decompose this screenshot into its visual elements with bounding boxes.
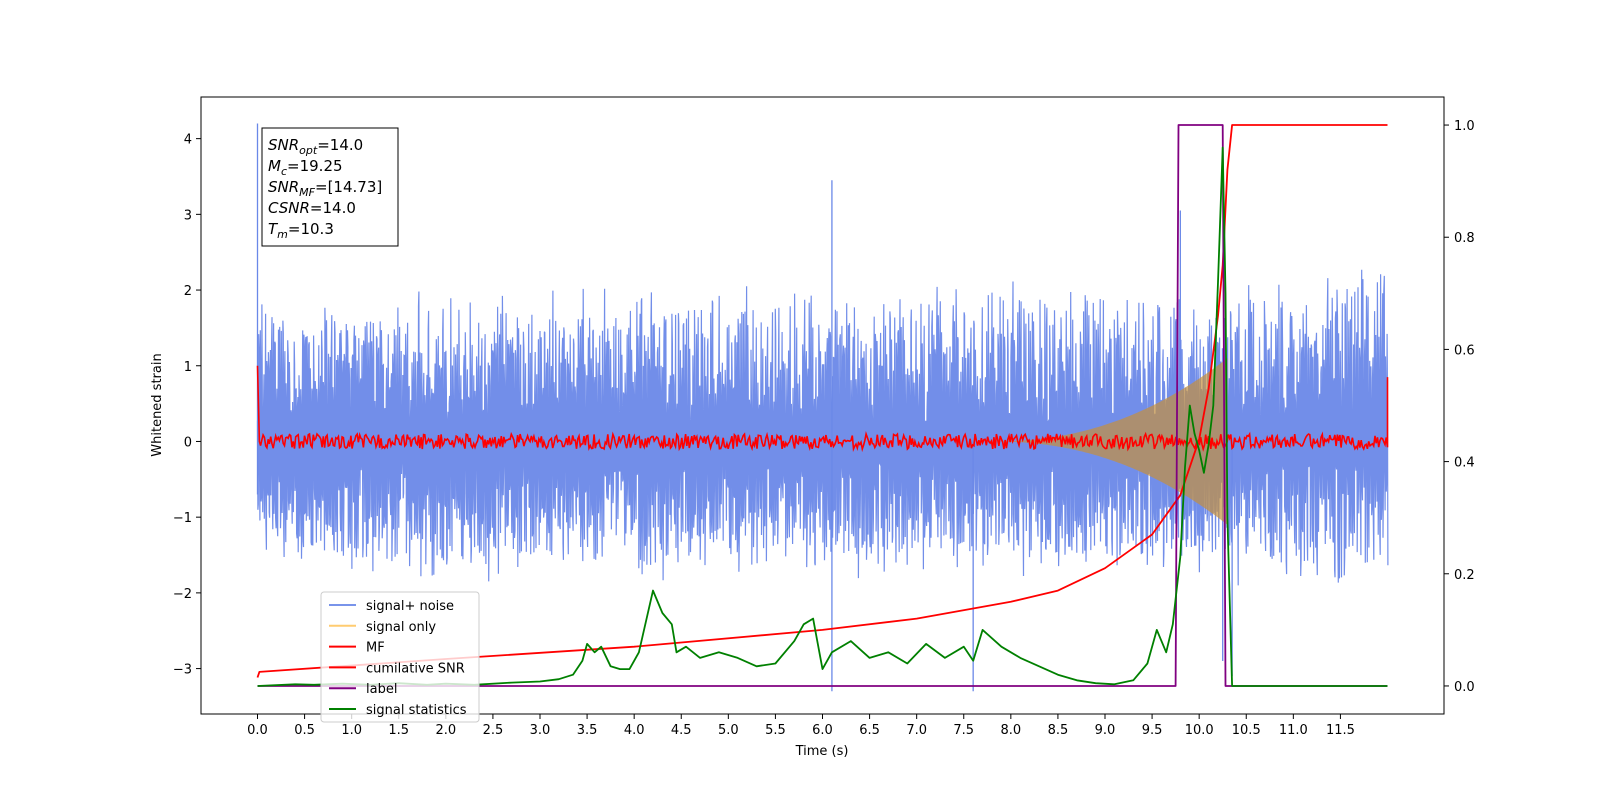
x-tick-label: 3.5 xyxy=(577,723,598,738)
y-tick-label: 3 xyxy=(184,208,192,223)
x-tick-label: 10.0 xyxy=(1185,723,1214,738)
x-tick-label: 8.5 xyxy=(1048,723,1069,738)
x-tick-label: 9.0 xyxy=(1095,723,1116,738)
x-tick-label: 7.0 xyxy=(906,723,927,738)
legend: signal+ noise signal only MF cumilative SNR… xyxy=(320,591,480,723)
legend-label: cumilative SNR xyxy=(366,661,465,676)
y-tick-label: −3 xyxy=(173,663,192,678)
mf-line xyxy=(256,365,1389,453)
parameters-box-frame xyxy=(261,127,399,247)
parameters-box: SNRopt=14.0Mc=19.25SNRMF=[14.73]CSNR=14.… xyxy=(261,127,399,247)
y-axis-ticks: −3 −2 −1 0 1 2 3 4 xyxy=(173,133,201,678)
y2-axis-ticks: 0.0 0.2 0.4 0.6 0.8 1.0 xyxy=(1444,119,1475,695)
x-tick-label: 8.0 xyxy=(1000,723,1021,738)
x-tick-label: 1.0 xyxy=(341,723,362,738)
legend-label: label xyxy=(366,682,397,697)
x-axis-label: Time (s) xyxy=(795,744,849,759)
x-tick-label: 5.5 xyxy=(765,723,786,738)
x-tick-label: 1.5 xyxy=(388,723,409,738)
legend-label: MF xyxy=(366,641,385,656)
x-tick-label: 4.0 xyxy=(624,723,645,738)
parameter-line: SNRMF=[14.73] xyxy=(268,178,382,199)
y2-tick-label: 0.2 xyxy=(1454,568,1475,583)
parameter-line: Mc=19.25 xyxy=(268,157,343,178)
y2-tick-label: 0.0 xyxy=(1454,680,1475,695)
x-tick-label: 9.5 xyxy=(1142,723,1163,738)
x-tick-label: 6.0 xyxy=(812,723,833,738)
y-tick-label: −1 xyxy=(173,511,192,526)
legend-label: signal+ noise xyxy=(366,599,454,614)
x-tick-label: 4.5 xyxy=(671,723,692,738)
parameter-line: Tm=10.3 xyxy=(268,220,334,241)
signal-noise-line xyxy=(256,269,1389,586)
legend-label: signal statistics xyxy=(366,703,467,718)
plot-area xyxy=(256,123,1389,692)
x-tick-label: 10.5 xyxy=(1232,723,1261,738)
legend-label: signal only xyxy=(366,620,436,635)
x-tick-label: 6.5 xyxy=(859,723,880,738)
x-tick-label: 11.5 xyxy=(1326,723,1355,738)
x-tick-label: 3.0 xyxy=(530,723,551,738)
signal-statistics-series xyxy=(257,146,1388,687)
x-tick-label: 0.5 xyxy=(294,723,315,738)
y2-tick-label: 0.4 xyxy=(1454,456,1475,471)
x-tick-label: 2.5 xyxy=(483,723,504,738)
signal-statistics-line xyxy=(257,146,1388,687)
x-tick-label: 11.0 xyxy=(1279,723,1308,738)
legend-frame xyxy=(320,591,480,723)
y-tick-label: 0 xyxy=(184,435,192,450)
parameter-line: SNRopt=14.0 xyxy=(268,136,363,157)
y2-tick-label: 1.0 xyxy=(1454,119,1475,134)
y2-tick-label: 0.6 xyxy=(1454,343,1475,358)
y2-tick-label: 0.8 xyxy=(1454,231,1475,246)
y-tick-label: 4 xyxy=(184,133,192,148)
x-tick-label: 2.0 xyxy=(435,723,456,738)
y-axis-label: Whitened strain xyxy=(150,353,165,456)
y-tick-label: 1 xyxy=(184,360,192,375)
x-tick-label: 7.5 xyxy=(953,723,974,738)
x-tick-label: 0.0 xyxy=(247,723,268,738)
y-tick-label: 2 xyxy=(184,284,192,299)
mf-series xyxy=(256,365,1389,453)
y-tick-label: −2 xyxy=(173,587,192,602)
x-axis-ticks: 0.0 0.5 1.0 1.5 2.0 2.5 3.0 3.5 4.0 4.5 5.0 5.5 6.0 6… xyxy=(247,714,1355,738)
x-tick-label: 5.0 xyxy=(718,723,739,738)
parameter-line: CSNR=14.0 xyxy=(268,199,356,217)
